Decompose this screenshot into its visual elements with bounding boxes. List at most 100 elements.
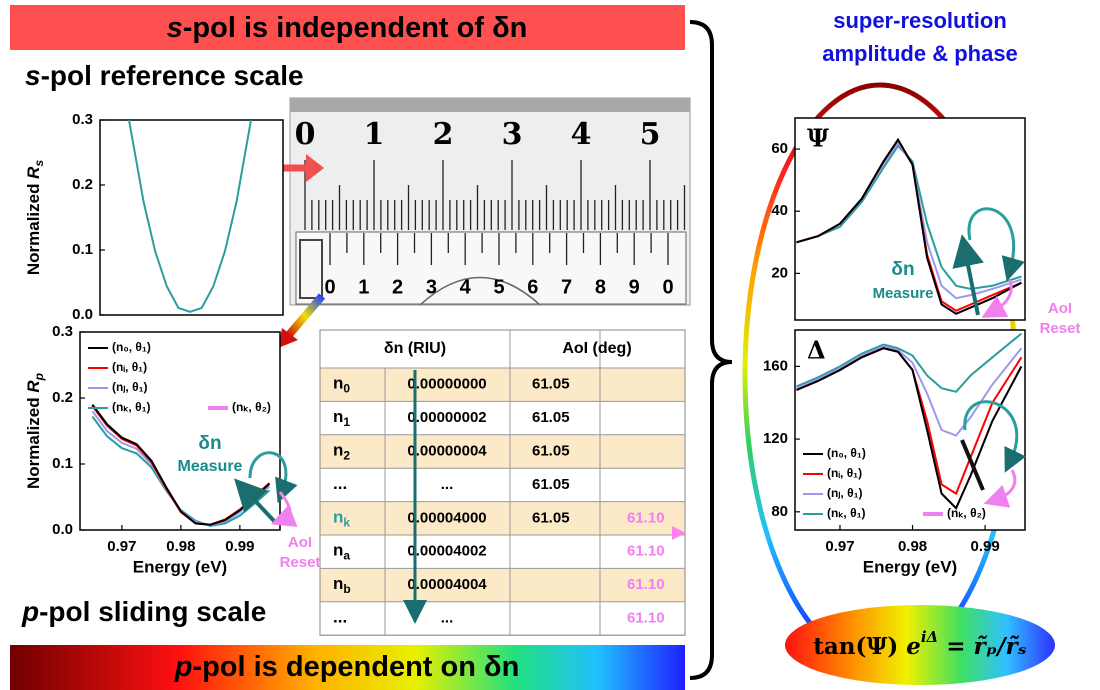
y-tick-label: 0.1 (52, 455, 73, 472)
legend-label: (nₖ, θ₁) (112, 400, 151, 414)
brace (690, 22, 732, 678)
panel-label: Δ (807, 336, 826, 365)
row-label-base: n (333, 575, 343, 594)
banner-text: -pol is independent of δn (183, 12, 528, 44)
row-label-sub: 2 (343, 449, 350, 463)
vernier-body (296, 232, 686, 304)
top-banner-text: s-pol is independent of δn (167, 12, 528, 44)
heading-text: -pol reference scale (41, 60, 304, 91)
main-scale-label: 1 (364, 117, 385, 152)
aoi: 61.05 (532, 476, 570, 493)
eq-part: iΔ (921, 628, 938, 646)
x-axis-label: Energy (eV) (133, 557, 227, 576)
heading-italic: p (21, 596, 39, 627)
y-label-text: Normalized (24, 393, 43, 489)
row-fill (320, 368, 685, 401)
right-heading: amplitude & phase (822, 41, 1018, 66)
y-tick-label: 0.1 (72, 241, 93, 258)
aoi-new: 61.10 (627, 609, 665, 626)
vernier-label: 0 (324, 276, 335, 298)
row-label-base: ... (333, 474, 347, 493)
aoi-new: 61.10 (627, 509, 665, 526)
vernier-label: 5 (493, 276, 504, 298)
y-tick-label: 0.0 (52, 521, 73, 538)
row-label-sub: 1 (343, 415, 350, 429)
vernier-label: 0 (662, 276, 673, 298)
eq-part: = r̃ₚ/r̃ₛ (938, 633, 1026, 660)
y-tick-label: 0.3 (72, 111, 93, 128)
y-label-sub: p (32, 373, 46, 381)
legend-label: (nₖ, θ₂) (232, 400, 271, 414)
delta-n: 0.00000004 (407, 442, 487, 459)
y-tick-label: 160 (763, 357, 788, 374)
aoi: 61.05 (532, 376, 570, 393)
y-axis-label: Normalized Rp (24, 373, 46, 489)
y-tick-label: 40 (771, 202, 788, 219)
row-label: ... (333, 608, 347, 627)
main-scale-label: 0 (295, 117, 316, 152)
delta-n: 0.00000000 (407, 376, 486, 393)
y-tick-label: 60 (771, 140, 788, 157)
y-tick-label: 0.3 (52, 323, 73, 340)
sliding-heading: p-pol sliding scale (21, 596, 266, 627)
y-label-symbol: R (24, 380, 43, 393)
annotation: AoI (1048, 300, 1072, 317)
row-label-base: ... (333, 608, 347, 627)
delta-n: 0.00004000 (407, 509, 486, 526)
table-header: AoI (deg) (562, 340, 631, 357)
vernier-label: 4 (460, 276, 472, 298)
annotation: δn (891, 259, 914, 280)
y-tick-label: 0.0 (72, 306, 93, 323)
main-scale-label: 3 (502, 117, 523, 152)
legend-label: (n₀, θ₁) (827, 446, 866, 460)
annotation: Reset (1040, 320, 1081, 337)
x-tick-label: 0.99 (225, 538, 254, 555)
row-label: ... (333, 474, 347, 493)
annotation: AoI (288, 534, 312, 551)
panel-label: Ψ (807, 124, 829, 153)
row-fill (320, 435, 685, 468)
banner-italic: p (174, 651, 193, 683)
row-label-sub: a (343, 549, 350, 563)
vernier-label: 9 (629, 276, 640, 298)
plot-area (100, 120, 283, 315)
y-tick-label: 20 (771, 264, 788, 281)
reference-heading: s-pol reference scale (25, 60, 304, 91)
figure: s-pol is independent of δn s-pol referen… (0, 0, 1100, 690)
aoi: 61.05 (532, 442, 570, 459)
legend-label: (n₀, θ₁) (112, 340, 151, 354)
eq-part: e (906, 633, 921, 660)
vernier-label: 8 (595, 276, 606, 298)
delta-n: ... (441, 476, 454, 493)
delta-n: ... (441, 609, 454, 626)
y-label-symbol: R (24, 166, 43, 179)
x-tick-label: 0.97 (107, 538, 136, 555)
x-tick-label: 0.97 (825, 538, 854, 555)
table-header: δn (RIU) (384, 340, 446, 357)
row-label-base: n (333, 441, 343, 460)
vernier-label: 3 (426, 276, 437, 298)
vernier-label: 2 (392, 276, 403, 298)
legend-label: (nⱼ, θ₁) (112, 380, 148, 394)
y-tick-label: 0.2 (72, 176, 93, 193)
legend-label: (nⱼ, θ₁) (827, 486, 863, 500)
row-label: n1 (333, 408, 350, 430)
heading-italic: s (25, 60, 41, 91)
annotation: δn (198, 433, 221, 454)
annotation: Reset (280, 554, 321, 571)
right-heading: super-resolution (833, 8, 1007, 33)
delta-n: 0.00004002 (407, 543, 486, 560)
x-tick-label: 0.98 (898, 538, 927, 555)
legend-label: (nᵢ, θ₁) (827, 466, 862, 480)
legend-label: (nₖ, θ₁) (827, 506, 866, 520)
y-tick-label: 120 (763, 430, 788, 447)
vernier-label: 6 (527, 276, 538, 298)
row-label-sub: b (343, 582, 350, 596)
ruler-edge (290, 98, 690, 112)
delta-n: 0.00004004 (407, 576, 487, 593)
main-scale-label: 5 (640, 117, 661, 152)
